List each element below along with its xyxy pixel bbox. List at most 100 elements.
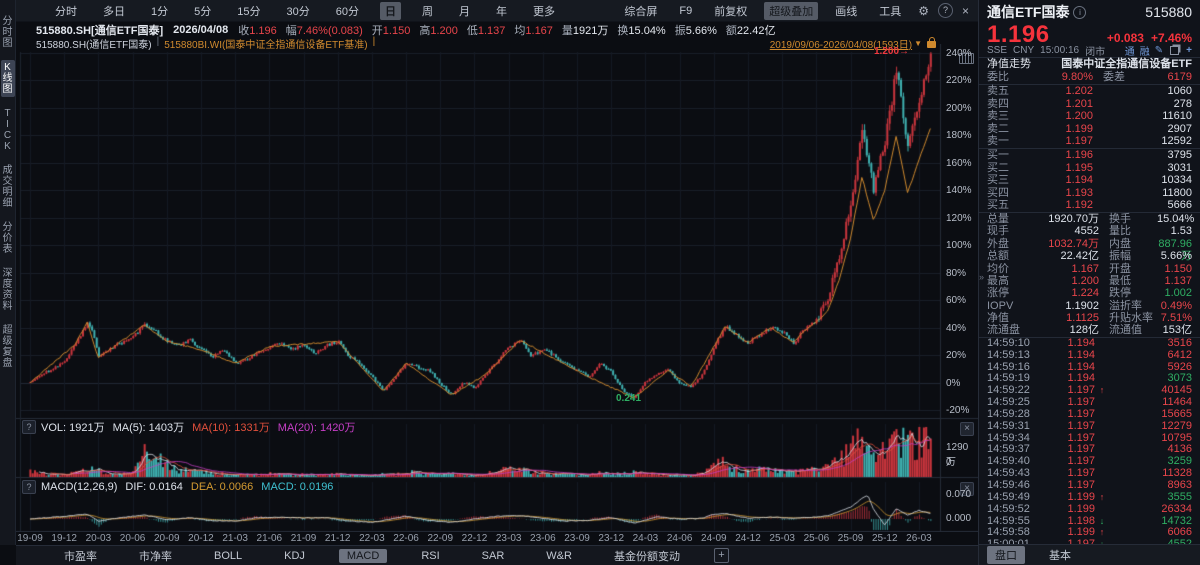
indicator-tab-SAR[interactable]: SAR <box>481 549 505 562</box>
quote-tab-盘口[interactable]: 盘口 <box>987 546 1025 564</box>
x-tick: 24-06 <box>666 533 693 544</box>
quote-field-低: 低1.137 <box>466 24 506 37</box>
sidebar-item-分时图[interactable]: 分 时 图 <box>2 16 13 49</box>
x-tick: 23-03 <box>495 533 522 544</box>
tick-row: 14:59:55 1.198 ↓ 14732 <box>987 514 1192 527</box>
weibi-row: 委比 9.80% 委差 6179 <box>987 71 1192 83</box>
order-book-row[interactable]: 卖五 1.202 1060 <box>987 85 1192 97</box>
period-tab-5分[interactable]: 5分 <box>194 5 212 18</box>
quote-badges: 通融 <box>1120 43 1150 58</box>
close-macd-panel-icon[interactable]: × <box>960 482 974 496</box>
quote-info-bar: 515880.SH[通信ETF国泰] 2026/04/08 收1.196 幅7.4… <box>16 22 978 37</box>
indicator-tab-KDJ[interactable]: KDJ <box>284 549 305 562</box>
tick-row: 14:59:10 1.194 3516 <box>987 336 1192 349</box>
tick-row: 14:59:52 1.199 26334 <box>987 502 1192 515</box>
ask-levels: 卖五 1.202 1060 卖四 1.201 278 卖三 1.200 11610 卖二 1.199… <box>979 84 1200 148</box>
sidebar-item-成交明细[interactable]: 成 交 明 细 <box>2 165 13 209</box>
price-change: +0.083 +7.46% <box>1106 31 1192 45</box>
sidebar-item-K线图[interactable]: K 线 图 <box>0 60 15 97</box>
close-volume-panel-icon[interactable]: × <box>960 422 974 436</box>
edit-icon[interactable]: ✎ <box>1154 44 1164 56</box>
x-tick: 19-09 <box>17 533 43 544</box>
period-tab-更多[interactable]: 更多 <box>533 5 555 18</box>
indicator-tab-基金份额变动[interactable]: 基金份额变动 <box>613 550 680 563</box>
tick-row: 14:59:37 1.197 4136 <box>987 443 1192 456</box>
period-tab-周[interactable]: 周 <box>422 5 433 18</box>
indicator-tab-BOLL[interactable]: BOLL <box>214 549 243 562</box>
order-book-row[interactable]: 买一 1.196 3795 <box>987 148 1192 161</box>
toolbar-button-超级叠加[interactable]: 超级叠加 <box>764 1 819 20</box>
currency-label: CNY <box>1013 44 1035 56</box>
period-tab-月[interactable]: 月 <box>459 5 470 18</box>
arrow-up-icon: ↑ <box>1099 385 1105 396</box>
toolbar-button-前复权[interactable]: 前复权 <box>714 5 748 18</box>
badge-通: 通 <box>1124 46 1135 58</box>
indicator-tab-RSI[interactable]: RSI <box>421 549 440 562</box>
sidebar-item-深度资料[interactable]: 深 度 资 料 <box>2 268 13 312</box>
quote-field-均: 均1.167 <box>514 24 553 37</box>
panel-collapse-handle[interactable]: » <box>979 272 985 282</box>
gear-icon[interactable]: ⚙ <box>918 3 929 18</box>
close-icon[interactable]: × <box>961 3 969 18</box>
top-toolbar: 分时 多日 1分 5分 15分 30分 60分 日 周 月 年 更多 综合屏 F9 前复权 超级叠加 画线 工具… <box>16 0 978 22</box>
arrow-up-icon: ↑ <box>1099 491 1105 502</box>
quote-time: 15:00:16 <box>1040 44 1080 56</box>
order-book-row[interactable]: 买三 1.194 10334 <box>987 174 1192 187</box>
indicator-tab-W&R[interactable]: W&R <box>546 549 572 562</box>
sidebar-item-超级复盘[interactable]: 超 级 复 盘 <box>2 325 13 369</box>
x-tick: 24-12 <box>735 533 761 544</box>
x-tick: 23-06 <box>530 533 556 544</box>
quote-field-高: 高1.200 <box>419 24 458 37</box>
sidebar-item-TICK[interactable]: T I C K <box>3 108 12 152</box>
order-book-row[interactable]: 卖四 1.201 278 <box>987 97 1192 110</box>
stats-row: 总额 22.42亿 振幅 5.66% <box>987 250 1192 263</box>
quote-date: 2026/04/08 <box>173 23 229 36</box>
add-indicator-icon[interactable]: + <box>713 548 729 563</box>
tick-row: 14:59:28 1.197 15665 <box>987 407 1192 420</box>
quote-tab-基本[interactable]: 基本 <box>1049 550 1071 562</box>
order-book-row[interactable]: 卖二 1.199 2907 <box>987 122 1192 135</box>
time-and-sales-list[interactable]: 14:59:10 1.194 3516 14:59:13 1.194 6412 14:59:… <box>979 336 1200 551</box>
arrow-none <box>1095 444 1109 456</box>
period-tab-15分[interactable]: 15分 <box>237 5 261 18</box>
indicator-tab-市盈率[interactable]: 市盈率 <box>64 550 97 563</box>
period-tab-多日[interactable]: 多日 <box>103 5 125 18</box>
period-tab-1分[interactable]: 1分 <box>151 5 169 18</box>
chevron-down-icon[interactable]: ▼ <box>914 39 922 48</box>
info-icon[interactable]: i <box>1073 5 1087 19</box>
popout-icon[interactable] <box>1170 45 1180 55</box>
stats-row: 流通盘 128亿 流通值 153亿 <box>987 324 1192 337</box>
toolbar-button-画线[interactable]: 画线 <box>835 5 858 18</box>
order-book-row[interactable]: 买二 1.195 3031 <box>987 161 1192 174</box>
x-tick: 22-03 <box>359 533 385 544</box>
help-icon[interactable]: ? <box>937 3 953 18</box>
kline-chart-canvas[interactable] <box>16 44 978 532</box>
exchange-label: SSE <box>987 44 1008 56</box>
x-tick: 24-09 <box>701 533 727 544</box>
order-book-row[interactable]: 卖三 1.200 11610 <box>987 110 1192 123</box>
add-icon[interactable]: + <box>1186 44 1192 56</box>
toolbar-button-综合屏[interactable]: 综合屏 <box>624 5 658 18</box>
indicator-tab-MACD[interactable]: MACD <box>338 548 388 563</box>
order-book-row[interactable]: 买五 1.192 5666 <box>987 199 1192 212</box>
period-tab-30分[interactable]: 30分 <box>286 5 310 18</box>
stock-code: 515880 <box>1145 4 1192 20</box>
toolbar-button-工具[interactable]: 工具 <box>879 5 902 18</box>
order-book-row[interactable]: 买四 1.193 11800 <box>987 186 1192 199</box>
stats-row: IOPV 1.1902 溢折率 0.49% <box>987 299 1192 312</box>
period-tab-60分[interactable]: 60分 <box>335 5 359 18</box>
order-book-row[interactable]: 卖一 1.197 12592 <box>987 135 1192 148</box>
quote-field-换: 换15.04% <box>617 24 666 37</box>
sidebar-item-分价表[interactable]: 分 价 表 <box>2 222 13 255</box>
period-tab-日[interactable]: 日 <box>380 1 401 20</box>
stats-row: 外盘 1032.74万 内盘 887.96万 <box>987 237 1192 263</box>
x-tick: 21-03 <box>222 533 248 544</box>
x-tick: 26-03 <box>906 533 932 544</box>
indicator-tab-市净率[interactable]: 市净率 <box>139 550 172 563</box>
x-axis-labels: 19-09 19-12 20-03 20-06 20-09 20-12 21-03 21-06… <box>16 532 978 545</box>
period-tab-分时[interactable]: 分时 <box>55 5 77 18</box>
x-tick: 20-09 <box>153 533 180 544</box>
period-tab-年[interactable]: 年 <box>496 5 507 18</box>
nav-trend-link[interactable]: 净值走势 <box>987 58 1031 70</box>
toolbar-button-F9[interactable]: F9 <box>679 4 693 17</box>
